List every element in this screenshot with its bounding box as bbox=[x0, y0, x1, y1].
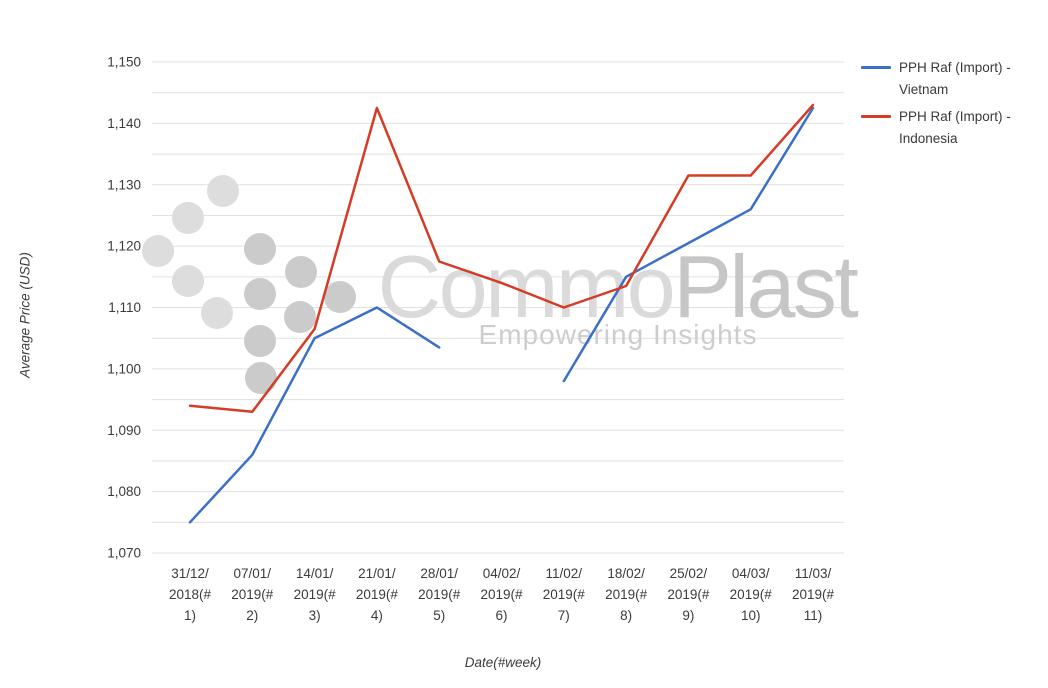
y-tick-label: 1,110 bbox=[108, 300, 141, 315]
legend-label-indonesia: PPH Raf (Import) - Indonesia bbox=[899, 106, 1011, 150]
watermark-dot bbox=[285, 256, 317, 288]
x-tick-label: 14/01/2019(# 3) bbox=[294, 566, 337, 623]
x-tick-label: 28/01/2019(# 5) bbox=[418, 566, 461, 623]
watermark-dot bbox=[284, 301, 316, 333]
x-tick-label: 04/03/2019(# 10) bbox=[730, 566, 773, 623]
watermark-dot bbox=[244, 278, 276, 310]
vietnam-line-swatch-icon bbox=[861, 66, 891, 69]
series-line-indonesia[interactable] bbox=[188, 103, 815, 414]
series-lines bbox=[188, 103, 815, 524]
y-tick-label: 1,120 bbox=[107, 239, 141, 254]
watermark-dot bbox=[245, 362, 277, 394]
series-line-vietnam[interactable] bbox=[188, 106, 815, 524]
watermark-subtitle: Empowering Insights bbox=[479, 319, 758, 350]
x-tick-label: 11/02/2019(# 7) bbox=[543, 566, 586, 623]
watermark-dot bbox=[172, 265, 204, 297]
x-tick-label: 07/01/2019(# 2) bbox=[231, 566, 274, 623]
watermark-dot bbox=[201, 297, 233, 329]
watermark-dot bbox=[244, 325, 276, 357]
x-axis-title: Date(#week) bbox=[464, 655, 542, 670]
x-tick-label: 11/03/2019(# 11) bbox=[792, 566, 835, 623]
watermark-dot bbox=[324, 281, 356, 313]
y-tick-label: 1,140 bbox=[107, 116, 141, 131]
x-tick-label: 21/01/2019(# 4) bbox=[356, 566, 399, 623]
y-tick-label: 1,130 bbox=[107, 177, 141, 192]
watermark-dot bbox=[207, 175, 239, 207]
x-tick-label: 18/02/2019(# 8) bbox=[605, 566, 648, 623]
y-tick-label: 1,070 bbox=[107, 546, 141, 561]
legend-item-indonesia[interactable]: PPH Raf (Import) - Indonesia bbox=[861, 106, 1011, 150]
watermark-dot bbox=[172, 202, 204, 234]
y-tick-label: 1,080 bbox=[107, 484, 141, 499]
y-tick-label: 1,090 bbox=[107, 423, 141, 438]
legend-item-vietnam[interactable]: PPH Raf (Import) - Vietnam bbox=[861, 57, 1011, 101]
watermark-dot bbox=[142, 235, 174, 267]
legend-label-vietnam: PPH Raf (Import) - Vietnam bbox=[899, 57, 1011, 101]
legend-label-indonesia-line2: Indonesia bbox=[899, 131, 958, 146]
x-tick-label: 31/12/2018(# 1) bbox=[169, 566, 212, 623]
x-tick-label: 04/02/2019(# 6) bbox=[480, 566, 523, 623]
x-tick-label: 25/02/2019(# 9) bbox=[667, 566, 710, 623]
legend-label-indonesia-line1: PPH Raf (Import) - bbox=[899, 109, 1011, 124]
indonesia-line-swatch-icon bbox=[861, 115, 891, 118]
axis-ticks: 1,070 1,080 1,090 1,100 1,110 1,120 1,130 1,140… bbox=[107, 55, 834, 624]
chart-legend: PPH Raf (Import) - Vietnam PPH Raf (Impo… bbox=[861, 57, 1011, 155]
y-tick-label: 1,100 bbox=[107, 361, 141, 376]
y-axis-title: Average Price (USD) bbox=[17, 252, 33, 378]
legend-label-vietnam-line2: Vietnam bbox=[899, 82, 949, 97]
watermark-dot bbox=[244, 233, 276, 265]
y-tick-label: 1,150 bbox=[107, 55, 141, 70]
legend-label-vietnam-line1: PPH Raf (Import) - bbox=[899, 60, 1011, 75]
